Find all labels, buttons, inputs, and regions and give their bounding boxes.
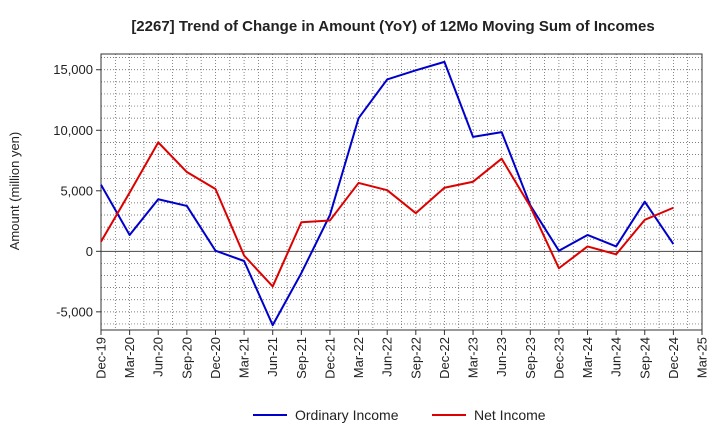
y-tick-label: 5,000 — [60, 183, 93, 198]
x-tick-label: Mar-23 — [466, 337, 481, 378]
x-tick-label: Sep-22 — [408, 337, 423, 379]
x-tick-label: Jun-20 — [151, 337, 166, 377]
y-tick-label: 10,000 — [53, 123, 93, 138]
x-tick-label: Mar-22 — [351, 337, 366, 378]
net-income-line — [100, 141, 674, 288]
x-tick-label: Mar-24 — [580, 337, 595, 378]
x-tick-label: Jun-22 — [380, 337, 395, 377]
x-tick-label: Dec-23 — [551, 337, 566, 379]
x-tick-label: Dec-24 — [666, 337, 681, 379]
y-tick-label: 15,000 — [53, 62, 93, 77]
plot-border — [100, 53, 703, 331]
y-axis-label: Amount (million yen) — [7, 132, 22, 251]
ordinary-income-line — [100, 60, 675, 327]
x-tick-label: Dec-22 — [437, 337, 452, 379]
x-tick-label: Jun-21 — [265, 337, 280, 377]
x-tick-label: Sep-21 — [294, 337, 309, 379]
chart-title: [2267] Trend of Change in Amount (YoY) o… — [131, 18, 654, 35]
x-tick-label: Jun-23 — [494, 337, 509, 377]
y-tick-label: -5,000 — [56, 304, 93, 319]
x-tick-label: Dec-19 — [94, 337, 109, 379]
x-tick-label: Dec-20 — [208, 337, 223, 379]
x-tick-label: Dec-21 — [322, 337, 337, 379]
net-income-legend-label: Net Income — [474, 407, 546, 423]
legend: Ordinary Income Net Income — [253, 407, 546, 423]
x-tick-label: Sep-24 — [637, 337, 652, 379]
grid — [100, 54, 703, 330]
ordinary-income-legend-label: Ordinary Income — [295, 407, 399, 423]
x-tick-label: Mar-20 — [122, 337, 137, 378]
y-tick-label: 0 — [86, 244, 93, 259]
x-tick-label: Mar-25 — [695, 337, 710, 378]
x-tick-label: Sep-23 — [523, 337, 538, 379]
x-tick-label: Sep-20 — [179, 337, 194, 379]
x-tick-label: Jun-24 — [609, 337, 624, 377]
x-tick-label: Mar-21 — [237, 337, 252, 378]
axes: -5,000 0 5,000 10,000 15,000 Dec-19 Mar-20 Jun-… — [53, 53, 710, 379]
series-layer — [100, 60, 675, 327]
